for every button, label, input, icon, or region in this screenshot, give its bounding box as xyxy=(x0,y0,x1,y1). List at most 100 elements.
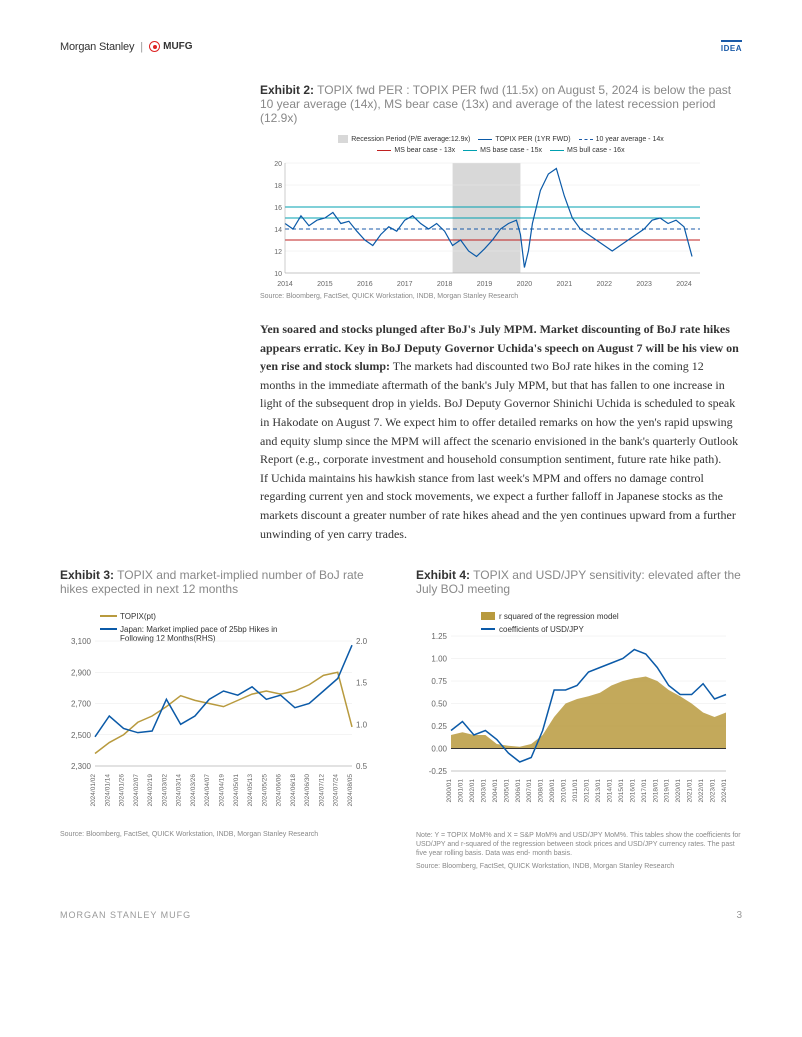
svg-text:3,100: 3,100 xyxy=(71,637,92,646)
svg-text:2,500: 2,500 xyxy=(71,731,92,740)
exhibit-4-label: Exhibit 4: xyxy=(416,568,470,582)
page-footer: MORGAN STANLEY MUFG 3 xyxy=(60,910,742,921)
svg-text:2024/03/14: 2024/03/14 xyxy=(176,774,183,807)
exhibit-3-source: Source: Bloomberg, FactSet, QUICK Workst… xyxy=(60,831,386,838)
svg-text:2011/01: 2011/01 xyxy=(572,779,579,802)
svg-text:20: 20 xyxy=(274,161,282,168)
exhibit-3-chart: TOPIX(pt) Japan: Market implied pace of 2… xyxy=(60,606,380,826)
svg-text:2024/04/19: 2024/04/19 xyxy=(219,774,226,807)
svg-text:0.5: 0.5 xyxy=(356,762,368,771)
svg-text:2009/01: 2009/01 xyxy=(549,779,556,803)
exhibit-3-label: Exhibit 3: xyxy=(60,568,114,582)
footer-page-number: 3 xyxy=(736,910,742,921)
svg-text:2024/01/14: 2024/01/14 xyxy=(104,774,111,807)
svg-text:2012/01: 2012/01 xyxy=(584,779,591,803)
svg-text:2005/01: 2005/01 xyxy=(503,779,510,803)
exhibit-4-header: Exhibit 4: TOPIX and USD/JPY sensitivity… xyxy=(416,568,742,596)
svg-text:2021: 2021 xyxy=(557,281,573,288)
svg-text:2018: 2018 xyxy=(437,281,453,288)
svg-text:2017: 2017 xyxy=(397,281,413,288)
svg-text:2010/01: 2010/01 xyxy=(561,779,568,803)
svg-text:2016/01: 2016/01 xyxy=(629,779,636,803)
svg-text:2024/08/05: 2024/08/05 xyxy=(347,774,354,807)
svg-text:2024/06/06: 2024/06/06 xyxy=(276,774,283,807)
svg-text:2023/01: 2023/01 xyxy=(710,779,717,803)
svg-text:2019/01: 2019/01 xyxy=(664,779,671,803)
svg-text:2024/03/26: 2024/03/26 xyxy=(190,774,197,807)
svg-text:0.50: 0.50 xyxy=(431,700,447,709)
svg-text:2024/01/02: 2024/01/02 xyxy=(90,774,97,807)
svg-text:2007/01: 2007/01 xyxy=(526,779,533,803)
body-rest: The markets had discounted two BoJ rate … xyxy=(260,359,738,466)
svg-text:2024/06/18: 2024/06/18 xyxy=(290,774,297,807)
mufg-logo-icon xyxy=(149,41,160,52)
exhibit-2-header: Exhibit 2: TOPIX fwd PER : TOPIX PER fwd… xyxy=(260,83,742,125)
exhibit-4-source: Source: Bloomberg, FactSet, QUICK Workst… xyxy=(416,863,742,870)
svg-text:Japan: Market implied pace of: Japan: Market implied pace of 25bp Hikes… xyxy=(120,625,277,634)
brand-mufg-text: MUFG xyxy=(163,41,192,52)
footer-brand: MORGAN STANLEY MUFG xyxy=(60,910,191,921)
svg-text:2024/03/02: 2024/03/02 xyxy=(161,774,168,807)
svg-text:2021/01: 2021/01 xyxy=(687,779,694,803)
svg-text:2016: 2016 xyxy=(357,281,373,288)
svg-text:16: 16 xyxy=(274,205,282,212)
exhibit-2: Exhibit 2: TOPIX fwd PER : TOPIX PER fwd… xyxy=(260,83,742,300)
svg-text:2002/01: 2002/01 xyxy=(469,779,476,803)
legend-bear: MS bear case - 13x xyxy=(394,147,455,154)
svg-text:2,900: 2,900 xyxy=(71,668,92,677)
svg-text:2014: 2014 xyxy=(277,281,293,288)
brand-morgan-stanley: Morgan Stanley xyxy=(60,41,134,53)
svg-text:-0.25: -0.25 xyxy=(429,767,448,776)
brand-block: Morgan Stanley | MUFG xyxy=(60,41,193,53)
svg-text:14: 14 xyxy=(274,227,282,234)
exhibit-4: Exhibit 4: TOPIX and USD/JPY sensitivity… xyxy=(416,568,742,870)
svg-text:2024/07/24: 2024/07/24 xyxy=(333,774,340,807)
body-paragraph: Yen soared and stocks plunged after BoJ'… xyxy=(260,320,742,543)
svg-text:12: 12 xyxy=(274,249,282,256)
svg-text:2013/01: 2013/01 xyxy=(595,779,602,803)
svg-text:2024/04/07: 2024/04/07 xyxy=(204,774,211,807)
svg-text:Following 12 Months(RHS): Following 12 Months(RHS) xyxy=(120,634,216,643)
svg-text:2006/01: 2006/01 xyxy=(515,779,522,803)
svg-text:2024/05/01: 2024/05/01 xyxy=(233,774,240,807)
legend-base: MS base case - 15x xyxy=(480,147,542,154)
svg-text:0.75: 0.75 xyxy=(431,677,447,686)
svg-text:2022/01: 2022/01 xyxy=(698,779,705,803)
svg-text:2001/01: 2001/01 xyxy=(457,779,464,803)
exhibit-4-note: Note: Y = TOPIX MoM% and X = S&P MoM% an… xyxy=(416,831,742,858)
legend-avg10: 10 year average - 14x xyxy=(596,136,664,143)
svg-text:2019: 2019 xyxy=(477,281,493,288)
body-p2: If Uchida maintains his hawkish stance f… xyxy=(260,469,742,543)
svg-text:18: 18 xyxy=(274,183,282,190)
svg-text:TOPIX(pt): TOPIX(pt) xyxy=(120,612,156,621)
svg-text:2020: 2020 xyxy=(517,281,533,288)
svg-text:coefficients of USD/JPY: coefficients of USD/JPY xyxy=(499,625,584,634)
svg-text:2024/01: 2024/01 xyxy=(721,779,728,803)
svg-text:2024/02/19: 2024/02/19 xyxy=(147,774,154,807)
legend-recession: Recession Period (P/E average:12.9x) xyxy=(351,136,470,143)
svg-text:1.00: 1.00 xyxy=(431,655,447,664)
page-header: Morgan Stanley | MUFG IDEA xyxy=(60,40,742,53)
svg-text:2024: 2024 xyxy=(676,281,692,288)
svg-text:1.5: 1.5 xyxy=(356,679,368,688)
svg-text:2024/02/07: 2024/02/07 xyxy=(133,774,140,807)
brand-mufg: MUFG xyxy=(149,41,192,52)
exhibit-2-legend: Recession Period (P/E average:12.9x) TOP… xyxy=(260,135,742,143)
exhibit-2-legend-2: MS bear case - 13x MS base case - 15x MS… xyxy=(260,147,742,154)
svg-text:2015/01: 2015/01 xyxy=(618,779,625,803)
exhibit-2-label: Exhibit 2: xyxy=(260,83,314,97)
svg-text:1.0: 1.0 xyxy=(356,720,368,729)
svg-text:2008/01: 2008/01 xyxy=(538,779,545,803)
exhibit-4-chart: r squared of the regression modelcoeffic… xyxy=(416,606,736,826)
exhibit-2-title: TOPIX fwd PER : TOPIX PER fwd (11.5x) on… xyxy=(260,83,731,125)
svg-text:2.0: 2.0 xyxy=(356,637,368,646)
exhibit-2-chart: 1012141618202014201520162017201820192020… xyxy=(260,158,710,288)
svg-text:2024/05/13: 2024/05/13 xyxy=(247,774,254,807)
svg-text:2022: 2022 xyxy=(596,281,612,288)
svg-text:0.25: 0.25 xyxy=(431,722,447,731)
exhibit-3: Exhibit 3: TOPIX and market-implied numb… xyxy=(60,568,386,870)
exhibit-2-source: Source: Bloomberg, FactSet, QUICK Workst… xyxy=(260,293,742,300)
legend-per: TOPIX PER (1YR FWD) xyxy=(495,136,570,143)
svg-text:1.25: 1.25 xyxy=(431,632,447,641)
idea-badge: IDEA xyxy=(721,40,742,53)
